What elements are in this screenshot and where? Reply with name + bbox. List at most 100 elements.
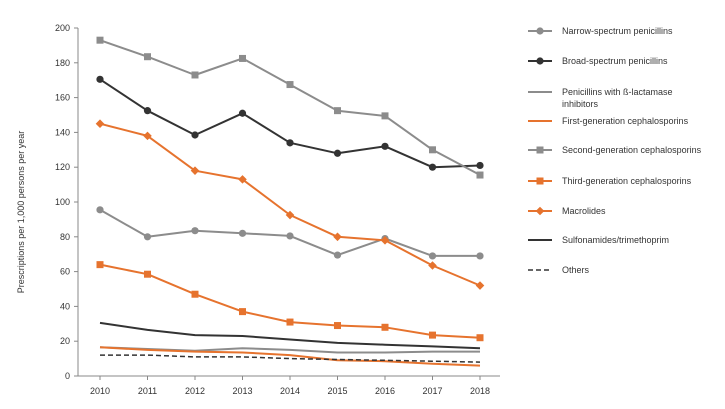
data-point-second-generation-cephalosporins <box>144 53 151 61</box>
data-point-broad-spectrum-penicillins <box>333 149 342 157</box>
legend-label: Broad-spectrum penicillins <box>562 56 668 66</box>
data-point-macrolides <box>333 232 342 242</box>
x-tick-label: 2012 <box>185 386 205 396</box>
data-point-macrolides <box>428 261 437 270</box>
legend-item-broad-spectrum-penicillins: Broad-spectrum penicillins <box>528 56 668 66</box>
data-point-third-generation-cephalosporins <box>429 331 436 339</box>
legend-label: inhibitors <box>562 99 599 109</box>
data-point-third-generation-cephalosporins <box>476 334 484 342</box>
y-tick-label: 80 <box>60 232 70 242</box>
legend-label: Third-generation cephalosporins <box>562 176 692 186</box>
data-point-third-generation-cephalosporins <box>144 270 151 278</box>
series-line-macrolides <box>99 122 481 287</box>
data-point-macrolides <box>285 210 295 220</box>
data-point-third-generation-cephalosporins <box>191 290 199 298</box>
y-tick-label: 60 <box>60 267 70 277</box>
data-point-broad-spectrum-penicillins <box>191 131 199 139</box>
legend-item-third-generation-cephalosporins: Third-generation cephalosporins <box>528 176 692 186</box>
series-first-generation-cephalosporins <box>99 346 481 367</box>
y-tick-label: 0 <box>65 371 70 381</box>
data-point-third-generation-cephalosporins <box>286 318 294 326</box>
data-point-second-generation-cephalosporins <box>429 146 436 154</box>
legend-label: Macrolides <box>562 206 606 216</box>
legend-item-macrolides: Macrolides <box>528 206 606 216</box>
legend-label: Penicillins with ß-lactamase <box>562 87 673 97</box>
data-point-broad-spectrum-penicillins <box>238 109 247 117</box>
y-tick-label: 100 <box>55 197 70 207</box>
data-point-narrow-spectrum-penicillins <box>238 229 247 237</box>
x-tick-label: 2018 <box>470 386 490 396</box>
x-tick-label: 2014 <box>280 386 300 396</box>
legend-item-narrow-spectrum-penicillins: Narrow-spectrum penicillins <box>528 26 673 36</box>
series-third-generation-cephalosporins <box>96 261 484 342</box>
data-point-broad-spectrum-penicillins <box>143 107 152 115</box>
legend-marker <box>535 206 545 216</box>
series-line-second-generation-cephalosporins <box>99 39 481 176</box>
series-sulfonamides-trimethoprim <box>99 321 481 350</box>
data-point-second-generation-cephalosporins <box>191 71 199 79</box>
x-tick-label: 2011 <box>138 386 157 396</box>
data-point-broad-spectrum-penicillins <box>476 161 484 170</box>
legend-marker <box>536 146 544 154</box>
data-point-macrolides <box>380 235 390 245</box>
data-point-narrow-spectrum-penicillins <box>286 232 294 240</box>
legend-marker <box>536 27 544 35</box>
data-point-third-generation-cephalosporins <box>334 322 341 330</box>
series-line-first-generation-cephalosporins <box>99 346 481 367</box>
data-point-narrow-spectrum-penicillins <box>191 227 199 235</box>
y-tick-label: 40 <box>60 301 70 311</box>
legend-label: Second-generation cephalosporins <box>562 145 702 155</box>
data-point-second-generation-cephalosporins <box>286 81 294 89</box>
y-tick-label: 160 <box>55 93 70 103</box>
legend-label: Others <box>562 265 590 275</box>
data-point-macrolides <box>143 131 152 141</box>
legend-item-others: Others <box>528 265 590 275</box>
series-broad-spectrum-penicillins <box>96 75 484 171</box>
data-point-second-generation-cephalosporins <box>239 54 246 62</box>
data-point-third-generation-cephalosporins <box>239 308 246 316</box>
series-layer <box>95 36 485 367</box>
legend-item-second-generation-cephalosporins: Second-generation cephalosporins <box>528 145 702 155</box>
data-point-macrolides <box>238 175 247 184</box>
data-point-second-generation-cephalosporins <box>381 112 389 120</box>
legend-marker <box>536 177 544 185</box>
x-tick-label: 2010 <box>90 386 110 396</box>
data-point-second-generation-cephalosporins <box>96 36 104 44</box>
data-point-second-generation-cephalosporins <box>476 171 484 179</box>
y-tick-label: 200 <box>55 23 70 33</box>
series-macrolides <box>95 119 485 290</box>
series-line-third-generation-cephalosporins <box>99 263 481 339</box>
y-tick-label: 120 <box>55 162 70 172</box>
data-point-second-generation-cephalosporins <box>334 107 341 115</box>
axes: 0 20 40 60 80 100 120 140 160 180 200 2010 2011 2012 2… <box>55 23 500 396</box>
series-line-broad-spectrum-penicillins <box>99 78 481 169</box>
y-tick-label: 140 <box>55 127 70 137</box>
data-point-narrow-spectrum-penicillins <box>143 233 152 241</box>
data-point-third-generation-cephalosporins <box>96 261 104 269</box>
legend-label: First-generation cephalosporins <box>562 116 689 126</box>
legend-item-first-generation-cephalosporins: First-generation cephalosporins <box>528 116 689 126</box>
data-point-macrolides <box>475 281 485 290</box>
data-point-narrow-spectrum-penicillins <box>428 252 437 260</box>
x-tick-label: 2017 <box>422 386 442 396</box>
data-point-narrow-spectrum-penicillins <box>333 251 342 259</box>
data-point-broad-spectrum-penicillins <box>96 75 104 83</box>
data-point-narrow-spectrum-penicillins <box>476 252 484 260</box>
data-point-macrolides <box>95 119 105 128</box>
data-point-narrow-spectrum-penicillins <box>96 206 104 214</box>
series-second-generation-cephalosporins <box>96 36 484 179</box>
x-tick-label: 2013 <box>232 386 252 396</box>
series-narrow-spectrum-penicillins <box>96 206 484 260</box>
data-point-third-generation-cephalosporins <box>381 323 389 331</box>
legend-label: Narrow-spectrum penicillins <box>562 26 673 36</box>
x-tick-label: 2016 <box>375 386 395 396</box>
legend-label: Sulfonamides/trimethoprim <box>562 235 669 245</box>
y-tick-label: 20 <box>60 336 70 346</box>
legend: Narrow-spectrum penicillins Broad-spectru… <box>528 26 702 275</box>
series-others <box>100 354 481 363</box>
legend-item-penicillins-with-lactamase-inhibitors: Penicillins with ß-lactamase inhibitors <box>528 87 673 109</box>
x-tick-label: 2015 <box>327 386 347 396</box>
y-axis-title: Prescriptions per 1,000 persons per year <box>16 131 26 294</box>
series-line-sulfonamides-trimethoprim <box>99 321 481 350</box>
